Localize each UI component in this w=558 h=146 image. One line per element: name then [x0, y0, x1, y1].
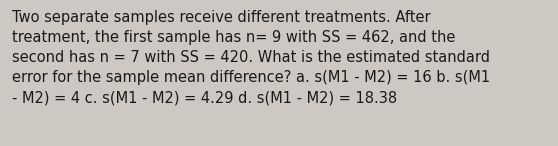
Text: Two separate samples receive different treatments. After
treatment, the first sa: Two separate samples receive different t…: [12, 10, 490, 105]
